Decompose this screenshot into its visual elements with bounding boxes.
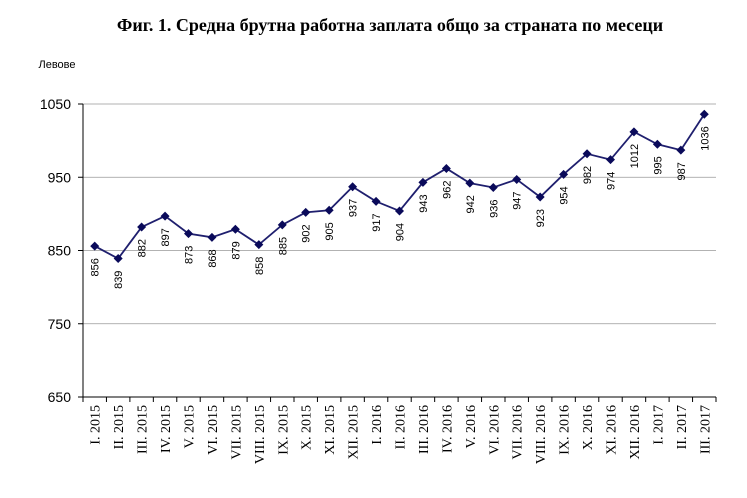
axis-layer: 650 750 850 950 1050 I. 2015 II. 2015 III. 2015… <box>40 96 717 464</box>
data-point <box>652 139 662 149</box>
data-label: 937 <box>348 199 360 217</box>
data-label: 897 <box>160 228 172 246</box>
series-layer <box>90 109 709 264</box>
data-label: 904 <box>395 223 407 241</box>
data-point <box>324 205 334 215</box>
data-point <box>699 109 709 119</box>
data-label: 943 <box>418 194 430 212</box>
data-point <box>230 224 240 234</box>
data-point <box>395 206 404 216</box>
data-label: 982 <box>582 166 594 184</box>
data-label: 905 <box>324 222 336 240</box>
data-point <box>207 232 217 242</box>
x-tick-label: VI. 2016 <box>487 405 502 455</box>
data-point <box>629 127 639 137</box>
data-label: 856 <box>90 258 102 276</box>
x-tick-label: VI. 2015 <box>206 405 221 455</box>
data-label: 987 <box>676 162 688 180</box>
x-tick-label: IV. 2016 <box>440 405 455 453</box>
x-tick-label: I. 2016 <box>370 405 385 445</box>
data-point <box>559 169 569 179</box>
data-point <box>277 220 287 230</box>
data-label: 882 <box>137 239 149 257</box>
x-tick-label: XI. 2016 <box>605 405 620 455</box>
data-point <box>676 145 686 155</box>
data-point <box>184 229 193 239</box>
x-tick-label: VIII. 2016 <box>534 405 549 464</box>
data-point <box>606 155 615 165</box>
data-label: 942 <box>465 195 477 213</box>
x-tick-label: X. 2015 <box>300 405 315 450</box>
data-label: 947 <box>512 191 524 209</box>
data-point <box>465 178 475 188</box>
data-label: 954 <box>559 186 571 204</box>
x-tick-label: III. 2015 <box>136 405 151 454</box>
x-tick-label: XI. 2015 <box>323 405 338 455</box>
x-tick-label: XII. 2016 <box>628 405 643 459</box>
data-point <box>254 240 264 250</box>
x-tick-label: VII. 2016 <box>511 405 526 459</box>
data-label: 839 <box>113 271 125 289</box>
data-point <box>301 207 311 217</box>
data-point <box>137 222 147 232</box>
data-label: 917 <box>371 213 383 231</box>
y-axis-label: Левове <box>38 59 75 71</box>
data-label: 873 <box>184 246 196 264</box>
data-label-layer: 856 839 882 897 873 868 879 858 885 902 905 937 917 9… <box>90 126 712 289</box>
data-point <box>535 192 545 202</box>
x-tick-label: V. 2015 <box>183 405 198 448</box>
x-tick-label: I. 2015 <box>89 405 104 445</box>
data-label: 879 <box>230 241 242 259</box>
data-point <box>160 211 170 221</box>
data-point <box>418 177 428 187</box>
data-point <box>371 196 381 206</box>
x-tick-label: II. 2016 <box>394 405 409 449</box>
x-tick-label: II. 2015 <box>112 405 127 449</box>
data-label: 962 <box>441 180 453 198</box>
data-label: 885 <box>277 237 289 255</box>
data-label: 868 <box>207 249 219 267</box>
data-label: 995 <box>652 156 664 174</box>
data-label: 923 <box>535 209 547 227</box>
x-tick-label: IX. 2015 <box>276 405 291 455</box>
data-point <box>348 182 358 192</box>
y-tick-label: 850 <box>48 243 72 259</box>
x-tick-label: I. 2017 <box>651 405 666 445</box>
x-tick-label: VII. 2015 <box>229 405 244 459</box>
x-tick-label: VIII. 2015 <box>253 405 268 464</box>
x-tick-label: II. 2017 <box>675 405 690 449</box>
data-label: 1036 <box>699 126 711 150</box>
data-label: 936 <box>488 200 500 218</box>
chart-title: Фиг. 1. Средна брутна работна заплата об… <box>117 15 663 35</box>
x-tick-label: III. 2016 <box>417 405 432 454</box>
x-tick-label: X. 2016 <box>581 405 596 450</box>
y-tick-label: 1050 <box>40 96 71 112</box>
x-tick-label: XII. 2015 <box>347 405 362 459</box>
x-tick-label: V. 2016 <box>464 405 479 448</box>
data-label: 902 <box>301 224 313 242</box>
x-tick-label: III. 2017 <box>698 405 713 454</box>
y-tick-label: 650 <box>48 389 72 405</box>
data-label: 858 <box>254 257 266 275</box>
x-tick-label: IX. 2016 <box>558 405 573 455</box>
y-tick-label: 950 <box>48 169 72 185</box>
data-point <box>582 149 592 159</box>
data-label: 1012 <box>629 144 641 168</box>
data-point <box>441 163 451 173</box>
data-point <box>488 183 498 193</box>
data-point <box>90 241 100 251</box>
data-point <box>512 174 522 184</box>
y-tick-label: 750 <box>48 316 72 332</box>
grid-layer <box>83 103 716 325</box>
x-tick-label: IV. 2015 <box>159 405 174 453</box>
data-label: 974 <box>606 172 618 190</box>
data-point <box>113 254 123 264</box>
